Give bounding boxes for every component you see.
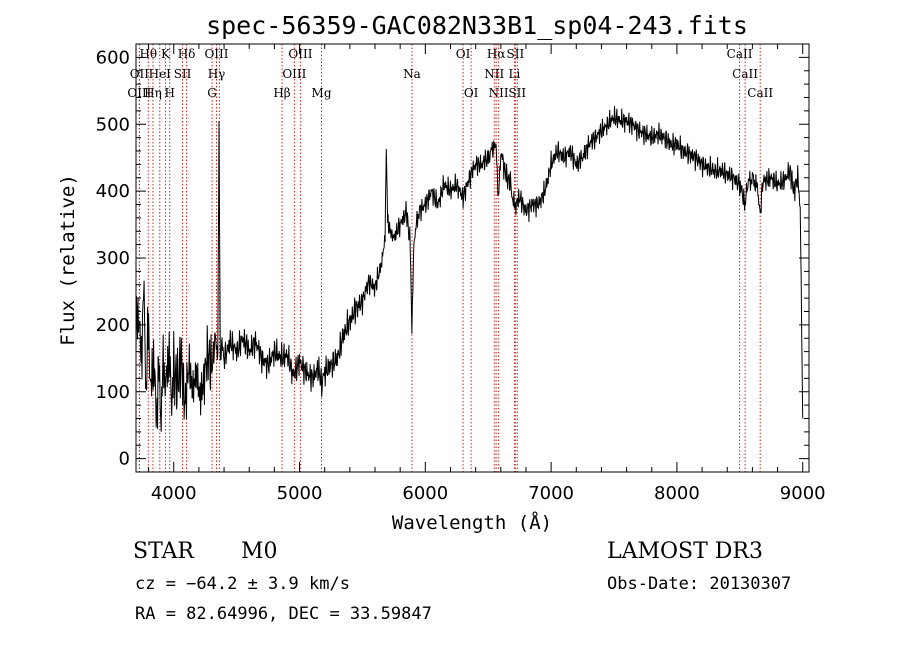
coordinates: RA = 82.64996, DEC = 33.59847 xyxy=(135,604,432,624)
line-label-6: H xyxy=(164,86,174,100)
line-label-9: G xyxy=(207,86,217,100)
axis-ticks xyxy=(136,44,809,472)
chart-title: spec-56359-GAC082N33B1_sp04-243.fits xyxy=(206,11,748,40)
axis-tick-labels: 4000 5000 6000 7000 8000 9000 0 100 200 300 400 500… xyxy=(96,47,826,504)
y-tick-label-1: 100 xyxy=(96,382,130,403)
x-tick-label-1: 5000 xyxy=(277,483,323,504)
y-tick-label-2: 200 xyxy=(96,315,130,336)
line-label-21: NII xyxy=(484,67,504,81)
line-label-8: Hδ xyxy=(178,47,196,61)
line-label-15: OIII xyxy=(288,47,312,61)
x-tick-label-5: 9000 xyxy=(780,483,826,504)
spectrum-line xyxy=(135,106,804,432)
spectral-line-markers xyxy=(138,44,761,472)
line-label-27: CaII xyxy=(732,67,758,81)
line-label-14: OIII xyxy=(282,67,306,81)
line-label-18: OI xyxy=(456,47,471,61)
y-tick-label-3: 300 xyxy=(96,248,130,269)
y-tick-label-5: 500 xyxy=(96,114,130,135)
x-tick-label-3: 7000 xyxy=(528,483,574,504)
x-tick-label-2: 6000 xyxy=(402,483,448,504)
spectrum-series xyxy=(135,106,804,432)
spectral-line-labels: HθOIIOIIIHηHeIKHSIIHδGOIIIHγHβOIIIOIIIMg… xyxy=(127,47,773,100)
survey-name: LAMOST DR3 xyxy=(607,539,763,564)
x-axis-label: Wavelength (Å) xyxy=(392,511,552,534)
object-subclass: M0 xyxy=(241,539,278,564)
line-label-28: CaII xyxy=(747,86,773,100)
x-tick-label-0: 4000 xyxy=(151,483,197,504)
redshift-velocity: cz = −64.2 ± 3.9 km/s xyxy=(135,574,350,594)
y-tick-label-4: 400 xyxy=(96,181,130,202)
line-label-0: Hθ xyxy=(139,47,157,61)
object-class: STAR xyxy=(133,539,194,564)
line-label-26: CaII xyxy=(727,47,753,61)
line-label-23: SII xyxy=(507,47,525,61)
line-label-24: Li xyxy=(508,67,520,81)
line-label-13: Hβ xyxy=(273,86,290,100)
x-tick-label-4: 8000 xyxy=(654,483,700,504)
line-label-25: SII xyxy=(508,86,526,100)
line-label-11: Hγ xyxy=(208,67,226,81)
line-label-3: Hη xyxy=(144,86,162,100)
line-label-20: Hα xyxy=(487,47,506,61)
line-label-7: SII xyxy=(174,67,192,81)
line-label-2: OIII xyxy=(127,86,151,100)
line-label-4: HeI xyxy=(149,67,172,81)
line-label-17: Na xyxy=(403,67,421,81)
plot-frame xyxy=(135,43,810,473)
y-tick-label-0: 0 xyxy=(119,449,130,470)
line-label-22: NII xyxy=(489,86,509,100)
observation-date: Obs-Date: 20130307 xyxy=(607,574,792,594)
spectrum-chart: spec-56359-GAC082N33B1_sp04-243.fits 400… xyxy=(57,11,826,534)
line-label-5: K xyxy=(161,47,171,61)
y-axis-label: Flux (relative) xyxy=(57,174,79,346)
line-label-1: OII xyxy=(130,67,150,81)
line-label-19: OI xyxy=(464,86,479,100)
line-label-10: OIII xyxy=(204,47,228,61)
line-label-16: Mg xyxy=(312,86,332,100)
y-tick-label-6: 600 xyxy=(96,47,130,68)
